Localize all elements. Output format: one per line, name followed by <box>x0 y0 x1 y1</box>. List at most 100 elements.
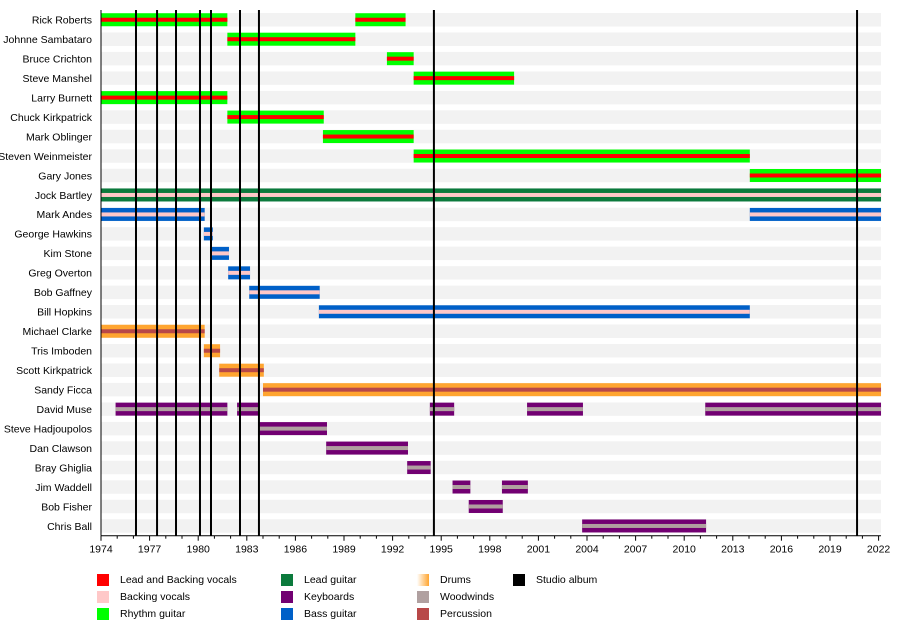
member-name: Greg Overton <box>28 268 92 280</box>
bar-inner-lead-and-backing-vocals <box>101 17 228 22</box>
member-bar <box>263 383 882 397</box>
bar-inner-woodwinds <box>501 485 528 490</box>
legend: Lead and Backing vocals Backing vocals Rhy… <box>97 572 897 624</box>
legend-swatch <box>97 591 109 603</box>
member-name: Bob Fisher <box>41 501 92 513</box>
legend-swatch <box>417 574 429 586</box>
member-bar <box>227 110 324 124</box>
member-bar <box>413 149 750 163</box>
legend-label: Drums <box>440 574 471 586</box>
bar-inner-woodwinds <box>326 446 408 451</box>
member-name: Dan Clawson <box>30 443 93 455</box>
member-bar <box>318 305 750 319</box>
member-bar <box>237 402 260 416</box>
member-bar <box>203 227 213 241</box>
legend-label: Percussion <box>440 608 492 620</box>
member-name: Chuck Kirkpatrick <box>10 112 92 124</box>
bar-inner-woodwinds <box>468 504 503 509</box>
row-band <box>101 460 882 475</box>
bar-inner-lead-and-backing-vocals <box>413 154 750 159</box>
bar-inner-lead-and-backing-vocals <box>322 134 414 139</box>
member-name: Steven Weinmeister <box>0 151 92 163</box>
member-name: Scott Kirkpatrick <box>16 365 93 377</box>
x-tick-label: 1980 <box>187 544 211 556</box>
bar-inner-woodwinds <box>452 485 471 490</box>
legend-label: Bass guitar <box>304 608 357 620</box>
x-tick-label: 2007 <box>624 544 648 556</box>
bar-inner-woodwinds <box>407 465 431 470</box>
member-name: Tris Imboden <box>31 346 92 358</box>
row-band <box>101 266 882 280</box>
member-name: Steve Manshel <box>23 73 92 85</box>
x-tick-label: 1977 <box>138 544 162 556</box>
member-name: David Muse <box>37 404 93 416</box>
legend-item: Lead guitar <box>281 572 357 588</box>
x-tick-label: 1989 <box>332 544 356 556</box>
bar-inner-lead-and-backing-vocals <box>227 37 356 42</box>
row-band <box>101 324 882 338</box>
member-name: Michael Clarke <box>23 326 93 338</box>
x-tick-label: 1998 <box>478 544 502 556</box>
bar-inner-lead-and-backing-vocals <box>749 173 882 178</box>
member-bar <box>407 461 431 475</box>
legend-swatch <box>281 574 293 586</box>
row-band <box>101 343 882 358</box>
legend-swatch <box>513 574 525 586</box>
bar-inner-woodwinds <box>258 426 327 431</box>
member-bar <box>452 480 471 494</box>
legend-swatch <box>97 608 109 620</box>
row-band <box>101 168 882 183</box>
member-bar <box>211 246 229 260</box>
member-name: Bray Ghiglia <box>35 462 92 474</box>
legend-item: Lead and Backing vocals <box>97 572 237 588</box>
bar-inner-backing-vocals <box>318 309 750 314</box>
member-name: Chris Ball <box>47 521 92 533</box>
member-bar <box>355 13 406 27</box>
member-bar <box>413 71 515 85</box>
x-tick-label: 2013 <box>721 544 745 556</box>
legend-item: Drums <box>417 572 471 588</box>
bar-inner-lead-and-backing-vocals <box>413 76 515 81</box>
member-bar <box>101 324 205 338</box>
bar-inner-backing-vocals <box>203 231 213 236</box>
bar-inner-woodwinds <box>115 407 228 412</box>
member-bar <box>749 168 882 182</box>
legend-item: Keyboards <box>281 589 354 605</box>
legend-swatch <box>281 608 293 620</box>
x-tick-label: 2004 <box>575 544 599 556</box>
x-tick-label: 2010 <box>673 544 697 556</box>
x-tick-label: 1995 <box>430 544 454 556</box>
row-band <box>101 519 882 533</box>
x-tick-label: 1983 <box>235 544 259 556</box>
bar-inner-percussion <box>219 368 264 373</box>
legend-item: Bass guitar <box>281 606 357 622</box>
row-band <box>101 90 882 105</box>
member-name: Bob Gaffney <box>34 287 93 299</box>
row-band <box>101 285 882 300</box>
member-bar <box>101 13 228 27</box>
member-name: Mark Andes <box>37 209 92 221</box>
member-name: Jock Bartley <box>35 190 93 202</box>
legend-item: Woodwinds <box>417 589 494 605</box>
member-bar <box>749 207 882 221</box>
bar-inner-woodwinds <box>527 407 583 412</box>
row-band <box>101 246 882 261</box>
member-name: Larry Burnett <box>31 92 92 104</box>
x-tick-label: 1992 <box>381 544 405 556</box>
bar-inner-lead-and-backing-vocals <box>355 17 406 22</box>
x-tick-label: 2016 <box>770 544 794 556</box>
member-bar <box>322 130 414 144</box>
member-bar <box>386 52 414 66</box>
member-name: Bill Hopkins <box>37 307 92 319</box>
bar-inner-woodwinds <box>237 407 260 412</box>
band-timeline-chart: Rick Roberts Johnne Sambataro Bruce Cricht… <box>0 10 890 556</box>
row-band <box>101 129 882 144</box>
member-bars <box>101 13 882 533</box>
legend-label: Studio album <box>536 574 598 586</box>
bar-inner-backing-vocals <box>101 212 205 217</box>
x-tick-label: 1974 <box>89 544 113 556</box>
x-axis: 1974 1977 1980 1983 1986 1989 1992 1995 1998 2001… <box>89 10 890 556</box>
row-band <box>101 110 882 124</box>
bar-inner-woodwinds <box>582 523 707 528</box>
row-band <box>101 227 882 241</box>
